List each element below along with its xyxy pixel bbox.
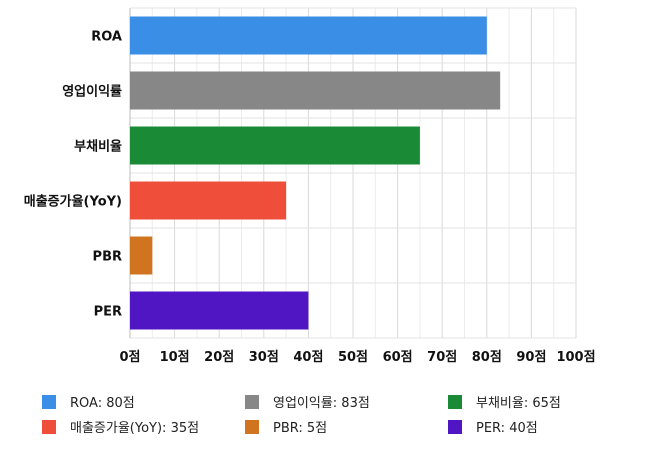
bar-2	[130, 71, 501, 110]
tick-label: 0점	[119, 350, 140, 365]
legend-label: 부채비율: 65점	[476, 396, 561, 411]
bars	[130, 16, 501, 330]
legend-swatch	[42, 420, 56, 434]
legend-label: PBR: 5점	[273, 421, 327, 436]
legend-swatch	[42, 395, 56, 409]
tick-label: 100점	[556, 350, 595, 365]
legend-swatch	[245, 420, 259, 434]
legend-label: PER: 40점	[476, 421, 538, 436]
legend-swatch	[448, 395, 462, 409]
bar-5	[130, 236, 153, 275]
tick-label: 50점	[338, 350, 368, 365]
legend-label: ROA: 80점	[70, 396, 135, 411]
category-label: 영업이익률	[62, 84, 122, 100]
tick-label: 80점	[472, 350, 502, 365]
category-label: PBR	[93, 250, 122, 265]
legend-swatch	[245, 395, 259, 409]
tick-label: 60점	[383, 350, 413, 365]
tick-label: 40점	[293, 350, 323, 365]
tick-labels: 0점 10점 20점 30점 40점 50점 60점 70점 80점 90점 100점	[119, 350, 595, 365]
category-label: ROA	[91, 30, 122, 45]
bar-4	[130, 181, 287, 220]
category-label: 매출증가율(YoY)	[24, 194, 122, 210]
bar-1	[130, 16, 487, 55]
legend-label: 영업이익률: 83점	[273, 396, 370, 411]
tick-label: 30점	[249, 350, 279, 365]
grid-lines	[129, 7, 577, 339]
tick-label: 70점	[427, 350, 457, 365]
category-label: PER	[94, 305, 122, 320]
legend-label: 매출증가율(YoY): 35점	[70, 421, 199, 436]
tick-label: 10점	[160, 350, 190, 365]
bar-6	[130, 291, 309, 330]
bar-3	[130, 126, 420, 165]
tick-label: 20점	[204, 350, 234, 365]
tick-label: 90점	[516, 350, 546, 365]
legend-swatch	[448, 420, 462, 434]
category-label: 부채비율	[74, 139, 122, 155]
